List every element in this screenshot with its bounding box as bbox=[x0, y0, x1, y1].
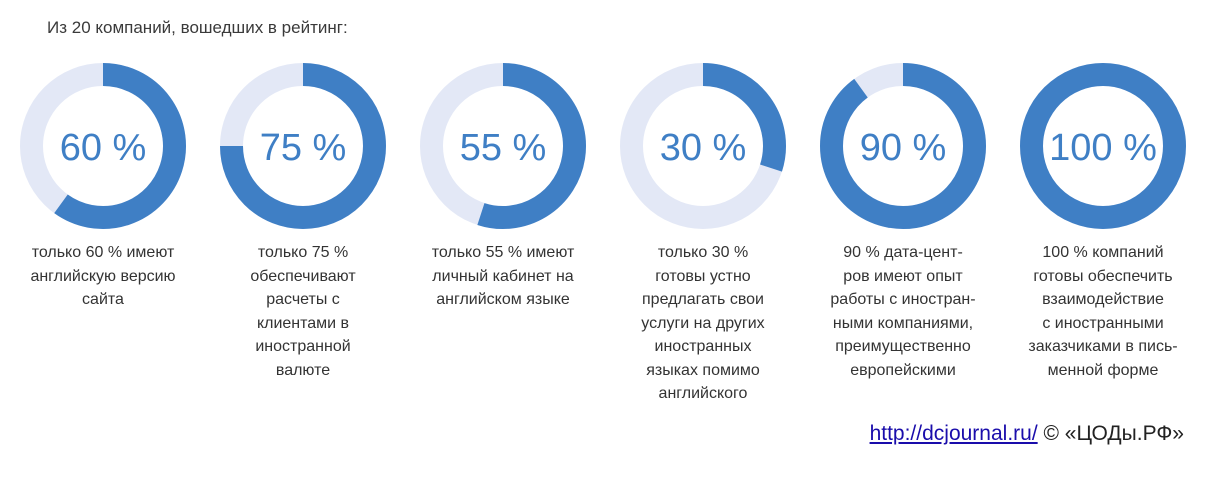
caption-line: обеспечивают bbox=[250, 267, 356, 285]
caption-line: английского bbox=[658, 385, 748, 402]
caption-line: 100 % компаний bbox=[1042, 244, 1164, 261]
caption-line: личный кабинет на bbox=[432, 267, 574, 285]
donut-value-label: 30 % bbox=[660, 127, 747, 169]
caption-line: готовы обеспечить bbox=[1033, 267, 1173, 285]
donut-caption: только 75 % обеспечивают расчеты с клиентам… bbox=[208, 241, 398, 382]
donut-3: 30 % bbox=[620, 63, 786, 229]
donut-caption: только 30 % готовы устно предлагать свои ус… bbox=[608, 241, 798, 406]
donut-value-label: 60 % bbox=[60, 127, 147, 169]
donut-value-label: 55 % bbox=[460, 127, 547, 169]
donut-1: 75 % bbox=[220, 63, 386, 229]
chart-heading: Из 20 компаний, вошедших в рейтинг: bbox=[47, 18, 348, 37]
caption-line: европейскими bbox=[850, 361, 956, 379]
donut-caption: только 55 % имеют личный кабинет на англий… bbox=[408, 241, 598, 312]
donut-caption: только 60 % имеют английскую версию сайта bbox=[8, 241, 198, 312]
caption-line: только 60 % имеют bbox=[31, 244, 175, 261]
caption-line: преимущественно bbox=[835, 338, 971, 355]
donut-4: 90 % bbox=[820, 63, 986, 229]
donut-5: 100 % bbox=[1020, 63, 1186, 229]
caption-line: валюте bbox=[275, 361, 331, 379]
source-link[interactable]: http://dcjournal.ru/ bbox=[869, 422, 1038, 445]
donut-arc bbox=[702, 63, 786, 172]
caption-line: английскую версию bbox=[30, 267, 176, 285]
caption-line: ров имеют опыт bbox=[843, 267, 963, 285]
credit-line: http://dcjournal.ru/ © «ЦОДы.РФ» bbox=[870, 422, 1184, 446]
caption-line: языках помимо bbox=[646, 361, 760, 379]
donut-arc bbox=[820, 63, 986, 229]
donut-2: 55 % bbox=[420, 63, 586, 229]
caption-line: английском языке bbox=[436, 291, 570, 308]
caption-line: менной форме bbox=[1047, 361, 1159, 379]
donut-value-label: 90 % bbox=[860, 127, 947, 169]
caption-line: иностранных bbox=[654, 338, 752, 355]
caption-line: 90 % дата-цент- bbox=[843, 244, 963, 261]
caption-line: только 55 % имеют bbox=[431, 244, 575, 261]
caption-line: предлагать свои bbox=[642, 291, 764, 308]
caption-line: готовы устно bbox=[655, 267, 751, 285]
donut-value-label: 100 % bbox=[1049, 127, 1157, 169]
caption-line: взаимодействие bbox=[1042, 291, 1164, 308]
caption-line: заказчиками в пись- bbox=[1028, 338, 1178, 355]
donut-arc bbox=[477, 63, 586, 229]
caption-line: иностранной bbox=[255, 338, 351, 355]
caption-line: услуги на других bbox=[641, 314, 765, 332]
caption-line: расчеты с bbox=[266, 291, 340, 308]
donut-arc bbox=[220, 63, 386, 229]
copyright-text: © «ЦОДы.РФ» bbox=[1037, 422, 1184, 445]
donut-0: 60 % bbox=[20, 63, 186, 229]
caption-line: сайта bbox=[82, 291, 124, 308]
donut-caption: 90 % дата-цент-ров имеют опыт работы с ин… bbox=[808, 241, 998, 382]
caption-line: с иностранными bbox=[1042, 314, 1164, 332]
caption-line: только 30 % bbox=[657, 244, 749, 261]
caption-line: работы с иностран- bbox=[830, 291, 976, 308]
donut-charts: 60 % 75 % 55 % 30 % 90 % 100 % bbox=[20, 63, 1186, 229]
caption-line: только 75 % bbox=[257, 244, 349, 261]
caption-line: клиентами в bbox=[256, 314, 350, 332]
caption-line: ными компаниями, bbox=[832, 314, 974, 332]
donut-caption: 100 % компаний готовы обеспечить взаимодей… bbox=[1008, 241, 1198, 382]
donut-arc bbox=[54, 63, 186, 229]
donut-arc bbox=[1020, 63, 1186, 229]
donut-value-label: 75 % bbox=[260, 127, 347, 169]
